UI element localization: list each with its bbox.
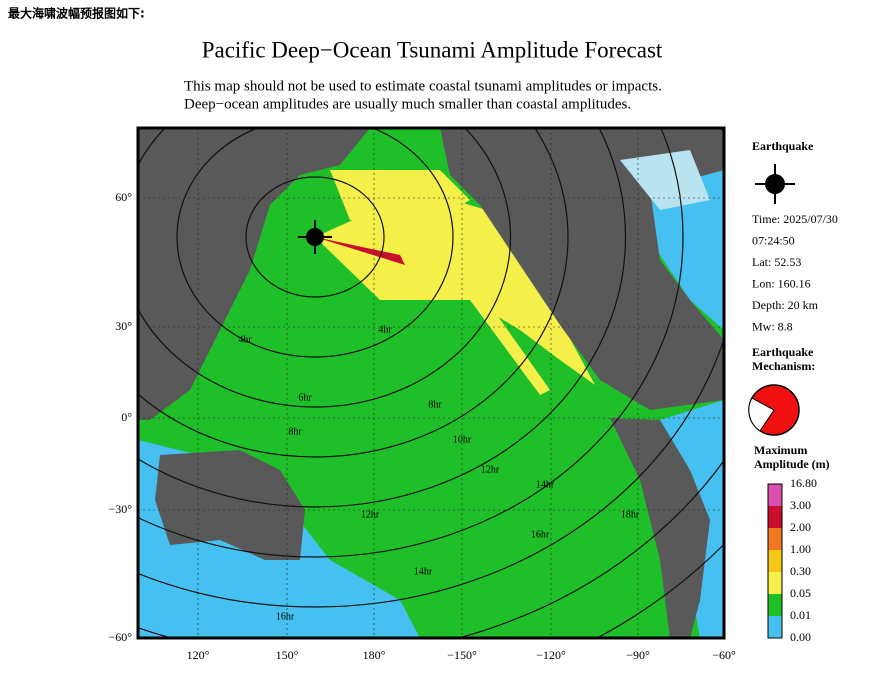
caption: 最大海啸波幅预报图如下: bbox=[8, 6, 145, 21]
lon-label: −60° bbox=[712, 648, 736, 662]
colorbar-segment bbox=[768, 616, 782, 638]
contour bbox=[138, 128, 512, 408]
mechanism-title: Earthquake bbox=[752, 345, 814, 359]
scale-label: 3.00 bbox=[790, 498, 811, 512]
subtitle: This map should not be used to estimate … bbox=[184, 78, 662, 94]
contour-label: 12hr bbox=[481, 464, 500, 475]
contour-label: 14hr bbox=[414, 566, 433, 577]
lon-label: 120° bbox=[187, 648, 210, 662]
land bbox=[610, 418, 710, 638]
ice bbox=[620, 150, 710, 210]
colorbar-segment bbox=[768, 528, 782, 550]
contour-label: 4hr bbox=[378, 324, 392, 335]
contour-label: 16hr bbox=[531, 529, 550, 540]
earthquake-detail: 07:24:50 bbox=[752, 233, 795, 247]
colorbar-segment bbox=[768, 550, 782, 572]
graticule bbox=[138, 128, 724, 638]
contour-label: 14hr bbox=[536, 479, 555, 490]
contour-label: 12hr bbox=[361, 509, 380, 520]
lon-label: 150° bbox=[276, 648, 299, 662]
contour-label: 16hr bbox=[276, 611, 295, 622]
lat-label: 60° bbox=[115, 190, 132, 204]
land bbox=[138, 128, 370, 420]
amplitude-plume bbox=[315, 190, 595, 385]
epicenter bbox=[298, 220, 332, 254]
colorbar-segment bbox=[768, 506, 782, 528]
lon-label: 180° bbox=[363, 648, 386, 662]
contour-label: 6hr bbox=[298, 392, 312, 403]
contour bbox=[245, 176, 385, 298]
colorbar bbox=[767, 483, 783, 639]
contour-label: 10hr bbox=[453, 434, 472, 445]
lat-label: 0° bbox=[121, 410, 132, 424]
colorbar-frame bbox=[767, 483, 783, 639]
colorbar-segment bbox=[768, 594, 782, 616]
high-amplitude bbox=[315, 237, 405, 265]
land bbox=[440, 128, 724, 410]
contour bbox=[138, 128, 684, 558]
scale-label: 2.00 bbox=[790, 520, 811, 534]
legend-symbol bbox=[755, 164, 795, 204]
lat-label: −30° bbox=[108, 502, 132, 516]
lon-label: −90° bbox=[626, 648, 650, 662]
contour-label: 4hr bbox=[238, 334, 252, 345]
lon-label: −120° bbox=[536, 648, 566, 662]
amplitude-plume bbox=[330, 170, 470, 230]
contour bbox=[138, 128, 569, 458]
amplitude-title: Amplitude (m) bbox=[754, 457, 830, 471]
contour bbox=[176, 128, 454, 358]
scale-label: 0.00 bbox=[790, 630, 811, 644]
beachball bbox=[748, 384, 800, 436]
contour bbox=[138, 128, 627, 508]
contour-label: 8hr bbox=[428, 399, 442, 410]
subtitle: Deep−ocean amplitudes are usually much s… bbox=[184, 96, 631, 112]
earthquake-detail: Depth: 20 km bbox=[752, 298, 819, 312]
lat-label: 30° bbox=[115, 319, 132, 333]
legend-title: Earthquake bbox=[752, 139, 814, 153]
contour bbox=[138, 128, 724, 608]
scale-label: 0.30 bbox=[790, 564, 811, 578]
amplitude-stripe bbox=[470, 300, 550, 395]
scale-label: 1.00 bbox=[790, 542, 811, 556]
colorbar-segment bbox=[768, 572, 782, 594]
colorbar-segment bbox=[768, 484, 782, 506]
earthquake-detail: Lon: 160.16 bbox=[752, 276, 811, 290]
contour-label: 8hr bbox=[288, 426, 302, 437]
title: Pacific Deep−Ocean Tsunami Amplitude For… bbox=[202, 37, 663, 62]
scale-label: 0.05 bbox=[790, 586, 811, 600]
earthquake-detail: Mw: 8.8 bbox=[752, 319, 793, 333]
land bbox=[155, 450, 305, 560]
scale-label: 0.01 bbox=[790, 608, 811, 622]
mechanism-title: Mechanism: bbox=[752, 359, 815, 373]
scale-label: 16.80 bbox=[790, 476, 817, 490]
travel-time-contours bbox=[138, 128, 724, 638]
contour-label: 18hr bbox=[621, 509, 640, 520]
lon-label: −150° bbox=[447, 648, 477, 662]
map bbox=[138, 128, 724, 638]
map-frame bbox=[136, 126, 726, 640]
lat-label: −60° bbox=[108, 630, 132, 644]
earthquake-detail: Time: 2025/07/30 bbox=[752, 212, 838, 226]
amplitude-title: Maximum bbox=[754, 443, 807, 457]
earthquake-detail: Lat: 52.53 bbox=[752, 255, 801, 269]
